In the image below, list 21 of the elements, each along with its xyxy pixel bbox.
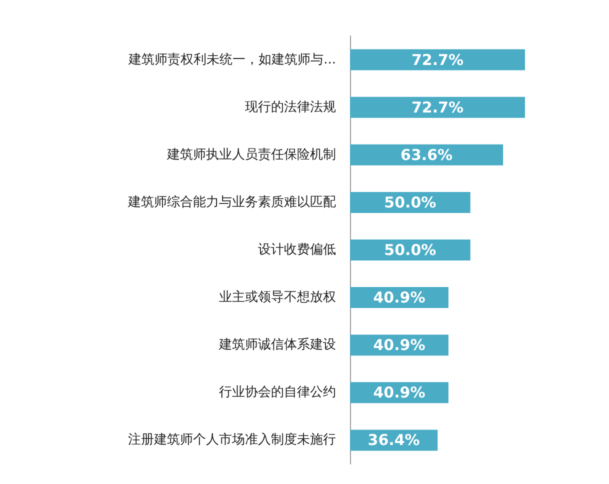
- y-tick-label: 注册建筑师个人市场准入制度未施行: [128, 432, 336, 448]
- data-label: 40.9%: [373, 288, 426, 307]
- data-label: 72.7%: [411, 50, 464, 69]
- y-tick-label: 建筑师执业人员责任保险机制: [166, 147, 336, 162]
- y-tick-label: 行业协会的自律公约: [219, 385, 336, 400]
- y-tick-label: 建筑师综合能力与业务素质难以匹配: [127, 194, 336, 210]
- y-tick-label: 建筑师诚信体系建设: [218, 338, 336, 353]
- bar: [350, 144, 504, 166]
- y-tick-label: 业主或领导不想放权: [219, 289, 336, 306]
- data-label: 40.9%: [373, 336, 426, 354]
- bar: [350, 49, 525, 70]
- data-label: 40.9%: [373, 384, 426, 402]
- data-label: 36.4%: [368, 431, 420, 450]
- y-tick-label: 建筑师责权利未统一，如建筑师与...: [128, 52, 336, 68]
- data-label: 50.0%: [384, 193, 436, 212]
- bar: [350, 96, 525, 118]
- data-label: 72.7%: [411, 98, 464, 116]
- data-label: 63.6%: [400, 146, 453, 164]
- y-tick-label: 设计收费偏低: [258, 242, 336, 258]
- data-label: 50.0%: [384, 241, 436, 259]
- y-tick-label: 现行的法律法规: [245, 100, 336, 115]
